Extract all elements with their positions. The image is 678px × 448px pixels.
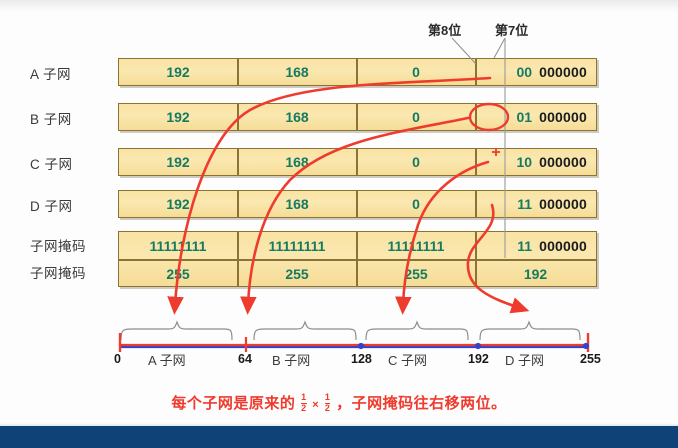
address-bar-c: 192 168 0 10 000000 — [118, 148, 597, 176]
row-label-a: A 子网 — [30, 67, 72, 82]
numberline-tick-128: 128 — [351, 352, 372, 366]
octet-cell: 192 — [166, 154, 190, 170]
top-gradient-strip — [0, 0, 678, 14]
fraction-numerator: 1 — [324, 392, 331, 403]
numberline-tick-255: 255 — [580, 352, 601, 366]
address-bar-b: 192 168 0 01 000000 — [118, 103, 597, 131]
subnet-bits: 01 — [516, 109, 533, 125]
bottom-bar — [0, 426, 678, 448]
fraction-denominator: 2 — [301, 402, 307, 413]
multiply-sign: × — [312, 399, 320, 411]
subnet-bits: 10 — [516, 154, 533, 170]
row-label-d: D 子网 — [30, 199, 73, 214]
mask-decimal-cell: 255 — [404, 265, 428, 282]
bit-position-label-8: 第8位 — [428, 23, 462, 38]
numberline-dot-128 — [357, 342, 365, 350]
caption-text: 每个子网是原来的 1 2 × 1 2 ，子网掩码往右移两位。 — [0, 392, 678, 414]
numberline-dot-255 — [582, 342, 590, 350]
fraction-one-half-a: 1 2 — [301, 392, 307, 413]
octet-cell: 168 — [285, 196, 309, 212]
cell-divider — [475, 232, 477, 286]
mask-bar: 11111111 11111111 11111111 11 000000 255… — [118, 231, 597, 287]
host-bits: 000000 — [539, 154, 587, 170]
cell-divider — [356, 59, 358, 85]
address-bar-d: 192 168 0 11 000000 — [118, 190, 597, 218]
address-bar-a: 192 168 0 00 000000 — [118, 58, 597, 86]
cell-divider — [237, 59, 239, 85]
host-bits: 000000 — [539, 64, 587, 80]
octet-cell: 192 — [166, 196, 190, 212]
segment-braces — [120, 320, 581, 341]
row-label-b: B 子网 — [30, 112, 72, 127]
mask-binary-cell: 11111111 — [387, 237, 445, 254]
octet-cell: 0 — [412, 109, 420, 125]
octet-cell: 192 — [166, 109, 190, 125]
row-label-c: C 子网 — [30, 157, 73, 172]
octet-cell: 168 — [285, 154, 309, 170]
mask-binary-cell: 11111111 — [268, 237, 326, 254]
fraction-one-half-b: 1 2 — [324, 392, 331, 413]
numberline-segment-c: C 子网 — [388, 353, 428, 368]
row-label-mask-decimal: 子网掩码 — [30, 266, 86, 281]
cell-divider — [237, 232, 239, 286]
octet-cell: 168 — [285, 109, 309, 125]
cell-divider — [356, 232, 358, 286]
host-bits: 000000 — [539, 196, 587, 212]
bottom-bar-highlight — [0, 423, 678, 426]
octet-cell: 192 — [166, 64, 190, 80]
octet-cell: 168 — [285, 64, 309, 80]
subnet-bits: 11 — [517, 196, 533, 212]
mask-decimal-cell: 255 — [285, 265, 309, 282]
caption-part-1: 每个子网是原来的 — [171, 395, 296, 412]
caption-part-2: ，子网掩码往右移两位。 — [336, 395, 507, 412]
cell-divider — [475, 59, 477, 85]
octet-cell: 0 — [412, 154, 420, 170]
numberline-dot-192 — [474, 342, 482, 350]
numberline-segment-b: B 子网 — [272, 353, 311, 368]
numberline-tick-0: 0 — [114, 352, 121, 366]
subnet-bits: 00 — [516, 64, 533, 80]
mask-decimal-cell: 255 — [166, 265, 190, 282]
row-label-mask-binary: 子网掩码 — [30, 239, 86, 254]
numberline-tick-192: 192 — [468, 352, 489, 366]
octet-cell: 0 — [412, 196, 420, 212]
octet-cell: 0 — [412, 64, 420, 80]
fraction-numerator: 1 — [301, 392, 307, 403]
bit-position-label-7: 第7位 — [495, 23, 529, 38]
fraction-denominator: 2 — [324, 402, 331, 413]
host-bits: 000000 — [539, 109, 587, 125]
mask-decimal-cell: 192 — [523, 265, 548, 282]
numberline-segment-d: D 子网 — [505, 353, 545, 368]
mask-host-bits: 000000 — [539, 237, 587, 254]
mask-binary-cell: 11111111 — [149, 237, 207, 254]
numberline-segment-a: A 子网 — [148, 353, 186, 368]
numberline-tick-64: 64 — [238, 352, 252, 366]
mask-subnet-bits: 11 — [517, 237, 533, 254]
